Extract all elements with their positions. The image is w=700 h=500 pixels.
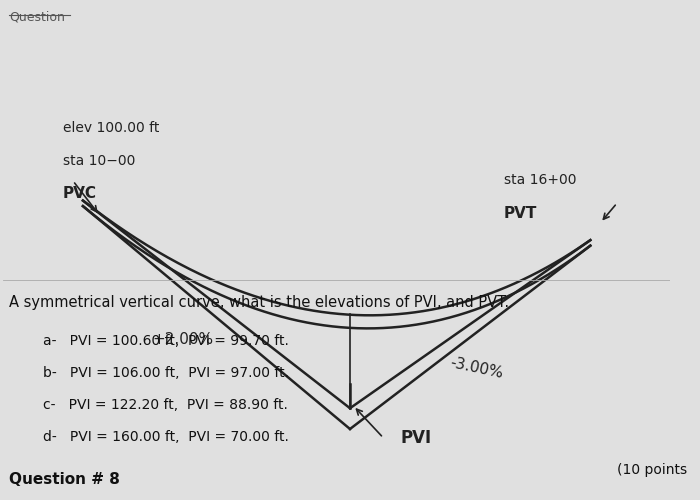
Text: elev 100.00 ft: elev 100.00 ft: [63, 122, 159, 136]
Text: (10 points: (10 points: [617, 464, 687, 477]
Text: d-   PVI = 160.00 ft,  PVI = 70.00 ft.: d- PVI = 160.00 ft, PVI = 70.00 ft.: [43, 430, 288, 444]
Text: A symmetrical vertical curve, what is the elevations of PVI, and PVT.: A symmetrical vertical curve, what is th…: [10, 294, 510, 310]
Text: Question # 8: Question # 8: [10, 472, 120, 488]
Text: sta 16+00: sta 16+00: [503, 174, 576, 188]
Text: c-   PVI = 122.20 ft,  PVI = 88.90 ft.: c- PVI = 122.20 ft, PVI = 88.90 ft.: [43, 398, 288, 412]
Text: a-   PVI = 100.60 ft,  PVI = 99.70 ft.: a- PVI = 100.60 ft, PVI = 99.70 ft.: [43, 334, 288, 348]
Text: PVC: PVC: [63, 186, 97, 200]
Text: PVT: PVT: [503, 206, 537, 220]
Text: PVI: PVI: [400, 429, 431, 447]
Text: b-   PVI = 106.00 ft,  PVI = 97.00 ft.: b- PVI = 106.00 ft, PVI = 97.00 ft.: [43, 366, 289, 380]
Text: -3.00%: -3.00%: [449, 356, 505, 382]
Text: +2.00%: +2.00%: [153, 332, 214, 346]
Text: sta 10−00: sta 10−00: [63, 154, 135, 168]
Text: Question: Question: [10, 10, 65, 23]
